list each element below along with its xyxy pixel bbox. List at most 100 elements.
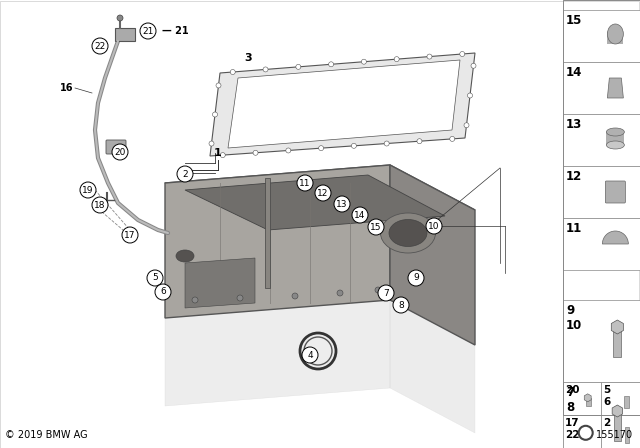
Circle shape xyxy=(408,270,424,286)
Circle shape xyxy=(155,284,171,300)
Bar xyxy=(115,28,135,41)
Text: 2: 2 xyxy=(603,418,611,428)
Circle shape xyxy=(368,219,384,235)
Circle shape xyxy=(426,218,442,234)
Bar xyxy=(614,411,621,441)
Text: 19: 19 xyxy=(83,185,93,194)
Text: 22: 22 xyxy=(94,42,106,51)
Text: 5
6: 5 6 xyxy=(603,385,611,407)
Circle shape xyxy=(147,270,163,286)
Text: — 21: — 21 xyxy=(162,26,189,36)
Ellipse shape xyxy=(606,128,625,136)
Text: 21: 21 xyxy=(142,26,154,35)
Circle shape xyxy=(384,141,389,146)
Text: 3: 3 xyxy=(244,53,252,63)
Text: 11: 11 xyxy=(566,222,582,235)
Bar xyxy=(563,300,640,382)
Bar xyxy=(563,166,640,218)
Bar xyxy=(625,427,629,443)
Bar xyxy=(601,382,640,415)
Circle shape xyxy=(177,166,193,182)
Text: 20: 20 xyxy=(565,385,579,395)
Bar xyxy=(625,396,629,408)
Polygon shape xyxy=(210,53,475,156)
Circle shape xyxy=(319,146,324,151)
Circle shape xyxy=(220,153,225,158)
Text: 17
22: 17 22 xyxy=(565,418,580,439)
Bar xyxy=(563,415,601,448)
Text: 10: 10 xyxy=(428,221,440,231)
Circle shape xyxy=(394,56,399,62)
Circle shape xyxy=(253,150,258,155)
Circle shape xyxy=(467,93,472,98)
Circle shape xyxy=(460,52,465,56)
Bar xyxy=(613,327,621,357)
Ellipse shape xyxy=(381,213,435,253)
Circle shape xyxy=(337,290,343,296)
Text: 5: 5 xyxy=(152,273,158,283)
Text: 13: 13 xyxy=(566,118,582,131)
Text: 15: 15 xyxy=(371,223,381,232)
Text: 17: 17 xyxy=(124,231,136,240)
Text: 14: 14 xyxy=(355,211,365,220)
Polygon shape xyxy=(185,175,445,230)
Ellipse shape xyxy=(176,250,194,262)
Text: © 2019 BMW AG: © 2019 BMW AG xyxy=(5,430,88,440)
Circle shape xyxy=(393,297,409,313)
Wedge shape xyxy=(602,231,628,244)
Bar xyxy=(563,62,640,114)
Ellipse shape xyxy=(606,141,625,149)
Circle shape xyxy=(209,141,214,146)
Text: 6: 6 xyxy=(160,288,166,297)
Text: 12: 12 xyxy=(566,170,582,183)
Polygon shape xyxy=(265,178,270,288)
Text: 20: 20 xyxy=(115,147,125,156)
Circle shape xyxy=(351,143,356,148)
Circle shape xyxy=(117,15,123,21)
Circle shape xyxy=(427,54,432,59)
Polygon shape xyxy=(611,320,623,334)
Circle shape xyxy=(378,285,394,301)
Text: 12: 12 xyxy=(317,189,329,198)
Circle shape xyxy=(216,83,221,88)
Text: 9
10: 9 10 xyxy=(566,304,582,332)
Circle shape xyxy=(230,69,236,74)
Bar xyxy=(563,382,640,448)
Polygon shape xyxy=(607,78,623,98)
Bar xyxy=(607,32,623,44)
Bar xyxy=(606,132,625,145)
Text: 155170: 155170 xyxy=(596,430,634,440)
Polygon shape xyxy=(165,165,475,226)
Bar xyxy=(563,382,601,415)
Polygon shape xyxy=(228,60,460,148)
Text: 9: 9 xyxy=(413,273,419,283)
Bar xyxy=(563,114,640,166)
Circle shape xyxy=(334,196,350,212)
Circle shape xyxy=(302,347,318,363)
Text: 7
8: 7 8 xyxy=(566,386,574,414)
Polygon shape xyxy=(165,165,390,318)
Circle shape xyxy=(352,207,368,223)
Text: 11: 11 xyxy=(300,178,311,188)
Text: 1: 1 xyxy=(214,148,222,158)
Circle shape xyxy=(263,67,268,72)
Polygon shape xyxy=(390,300,475,433)
Text: 7: 7 xyxy=(383,289,389,297)
Bar xyxy=(563,0,640,415)
Ellipse shape xyxy=(389,220,427,246)
Bar xyxy=(601,415,640,448)
Text: 16: 16 xyxy=(60,83,74,93)
Circle shape xyxy=(192,297,198,303)
Circle shape xyxy=(296,65,301,69)
Bar xyxy=(586,398,591,406)
Circle shape xyxy=(292,293,298,299)
Circle shape xyxy=(122,227,138,243)
Circle shape xyxy=(471,63,476,68)
Circle shape xyxy=(140,23,156,39)
Polygon shape xyxy=(612,405,623,417)
Polygon shape xyxy=(390,165,475,345)
Bar xyxy=(563,10,640,62)
Circle shape xyxy=(315,185,331,201)
Circle shape xyxy=(92,197,108,213)
Polygon shape xyxy=(165,300,390,406)
